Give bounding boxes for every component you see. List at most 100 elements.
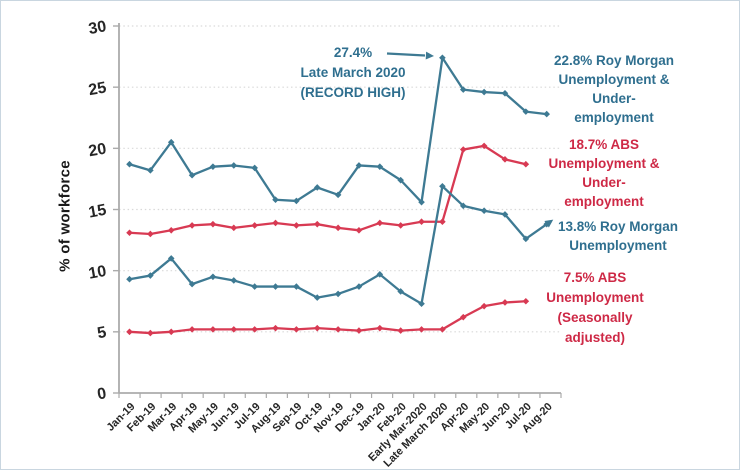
data-point-marker: [439, 218, 446, 226]
data-point-marker: [355, 162, 363, 169]
annotation-value: 27.4%: [333, 45, 373, 60]
y-axis-tick-label: 0: [96, 385, 108, 403]
data-point-marker: [376, 324, 384, 332]
y-axis-tick-label: 5: [96, 324, 108, 342]
data-point-marker: [397, 288, 404, 295]
data-point-marker: [355, 283, 363, 290]
data-point-marker: [334, 326, 342, 333]
data-point-marker: [251, 222, 258, 229]
data-point-marker: [543, 110, 550, 118]
data-point-marker: [522, 160, 530, 168]
data-point-marker: [459, 313, 467, 321]
data-point-marker: [334, 290, 342, 298]
data-point-marker: [459, 86, 467, 93]
data-point-marker: [522, 108, 530, 115]
y-axis-tick-label: 30: [87, 18, 108, 38]
series-line-abs-unemployment-seasonally-adjusted: [129, 300, 526, 335]
data-point-marker: [418, 218, 425, 226]
data-point-marker: [313, 184, 321, 191]
legend-roy-morgan-unemployment: 13.8% Roy Morgan Unemployment: [558, 217, 678, 255]
data-point-marker: [126, 229, 133, 237]
legend-line: Unemployment: [569, 238, 667, 253]
data-point-marker: [188, 280, 196, 288]
data-point-marker: [209, 326, 217, 333]
data-point-marker: [355, 327, 363, 334]
data-point-marker: [334, 191, 342, 199]
data-point-marker: [334, 224, 342, 232]
data-point-marker: [293, 283, 300, 290]
series-line-abs-unemployment-and-underemployment: [129, 144, 527, 236]
data-point-marker: [313, 294, 321, 301]
data-point-marker: [167, 138, 175, 146]
legend-line: 7.5% ABS: [563, 270, 627, 285]
data-point-marker: [480, 88, 488, 96]
data-point-marker: [397, 222, 404, 229]
data-point-marker: [209, 273, 217, 281]
y-axis-tick-label: 20: [87, 141, 108, 161]
data-point-marker: [376, 163, 384, 170]
data-point-marker: [188, 222, 196, 229]
legend-abs-underemployment: 18.7% ABS Unemployment & Under- employme…: [548, 135, 659, 211]
data-point-marker: [272, 219, 279, 227]
data-point-marker: [272, 196, 279, 204]
data-point-marker: [272, 324, 279, 332]
y-axis-title: % of workforce: [56, 160, 74, 272]
data-point-marker: [313, 220, 321, 228]
data-point-marker: [439, 54, 446, 62]
annotation-date: Late March 2020: [300, 65, 406, 80]
data-point-marker: [230, 224, 238, 232]
data-point-marker: [397, 176, 404, 184]
data-point-marker: [501, 299, 509, 306]
data-point-marker: [167, 226, 175, 234]
y-axis-tick-label: 10: [87, 263, 108, 283]
legend-line: Unemployment &: [548, 156, 660, 171]
legend-line: 13.8% Roy Morgan: [557, 219, 679, 234]
legend-line: employment: [564, 194, 644, 209]
data-point-marker: [293, 197, 300, 205]
data-point-marker: [418, 326, 425, 333]
legend-line: 18.7% ABS: [568, 137, 640, 152]
data-point-marker: [167, 328, 175, 336]
data-point-marker: [230, 162, 238, 169]
data-point-marker: [230, 326, 238, 333]
data-point-marker: [313, 324, 321, 332]
data-point-marker: [522, 235, 530, 243]
series-end-arrowhead: [544, 219, 554, 228]
legend-line: Unemployment: [546, 290, 644, 305]
data-point-marker: [188, 326, 196, 333]
legend-line: Under-: [592, 91, 636, 106]
data-point-marker: [251, 164, 258, 172]
data-point-marker: [147, 272, 154, 279]
data-point-marker: [251, 283, 258, 290]
data-point-marker: [147, 167, 154, 174]
data-point-marker: [167, 255, 175, 262]
data-point-marker: [480, 302, 488, 310]
data-point-marker: [272, 283, 279, 290]
data-point-marker: [251, 326, 258, 333]
data-point-marker: [397, 327, 404, 334]
data-point-marker: [209, 220, 217, 228]
data-point-marker: [376, 271, 384, 278]
data-point-marker: [355, 226, 363, 234]
data-point-marker: [439, 326, 446, 333]
y-axis-tick-label: 15: [87, 202, 108, 222]
data-point-marker: [126, 160, 133, 168]
data-point-marker: [459, 146, 467, 153]
data-point-marker: [501, 211, 509, 218]
data-point-marker: [376, 219, 384, 227]
data-point-marker: [126, 275, 133, 283]
data-point-marker: [480, 207, 488, 215]
legend-line: Unemployment &: [558, 72, 670, 87]
data-point-marker: [293, 222, 300, 229]
data-point-marker: [147, 230, 154, 238]
data-point-marker: [501, 156, 509, 163]
data-point-marker: [480, 142, 488, 150]
legend-line: 22.8% Roy Morgan: [553, 53, 675, 68]
data-point-marker: [418, 198, 425, 206]
legend-line: Under-: [582, 175, 626, 190]
annotation-note: (RECORD HIGH): [300, 85, 406, 100]
y-axis-tick-label: 25: [87, 79, 108, 99]
data-point-marker: [188, 171, 196, 179]
